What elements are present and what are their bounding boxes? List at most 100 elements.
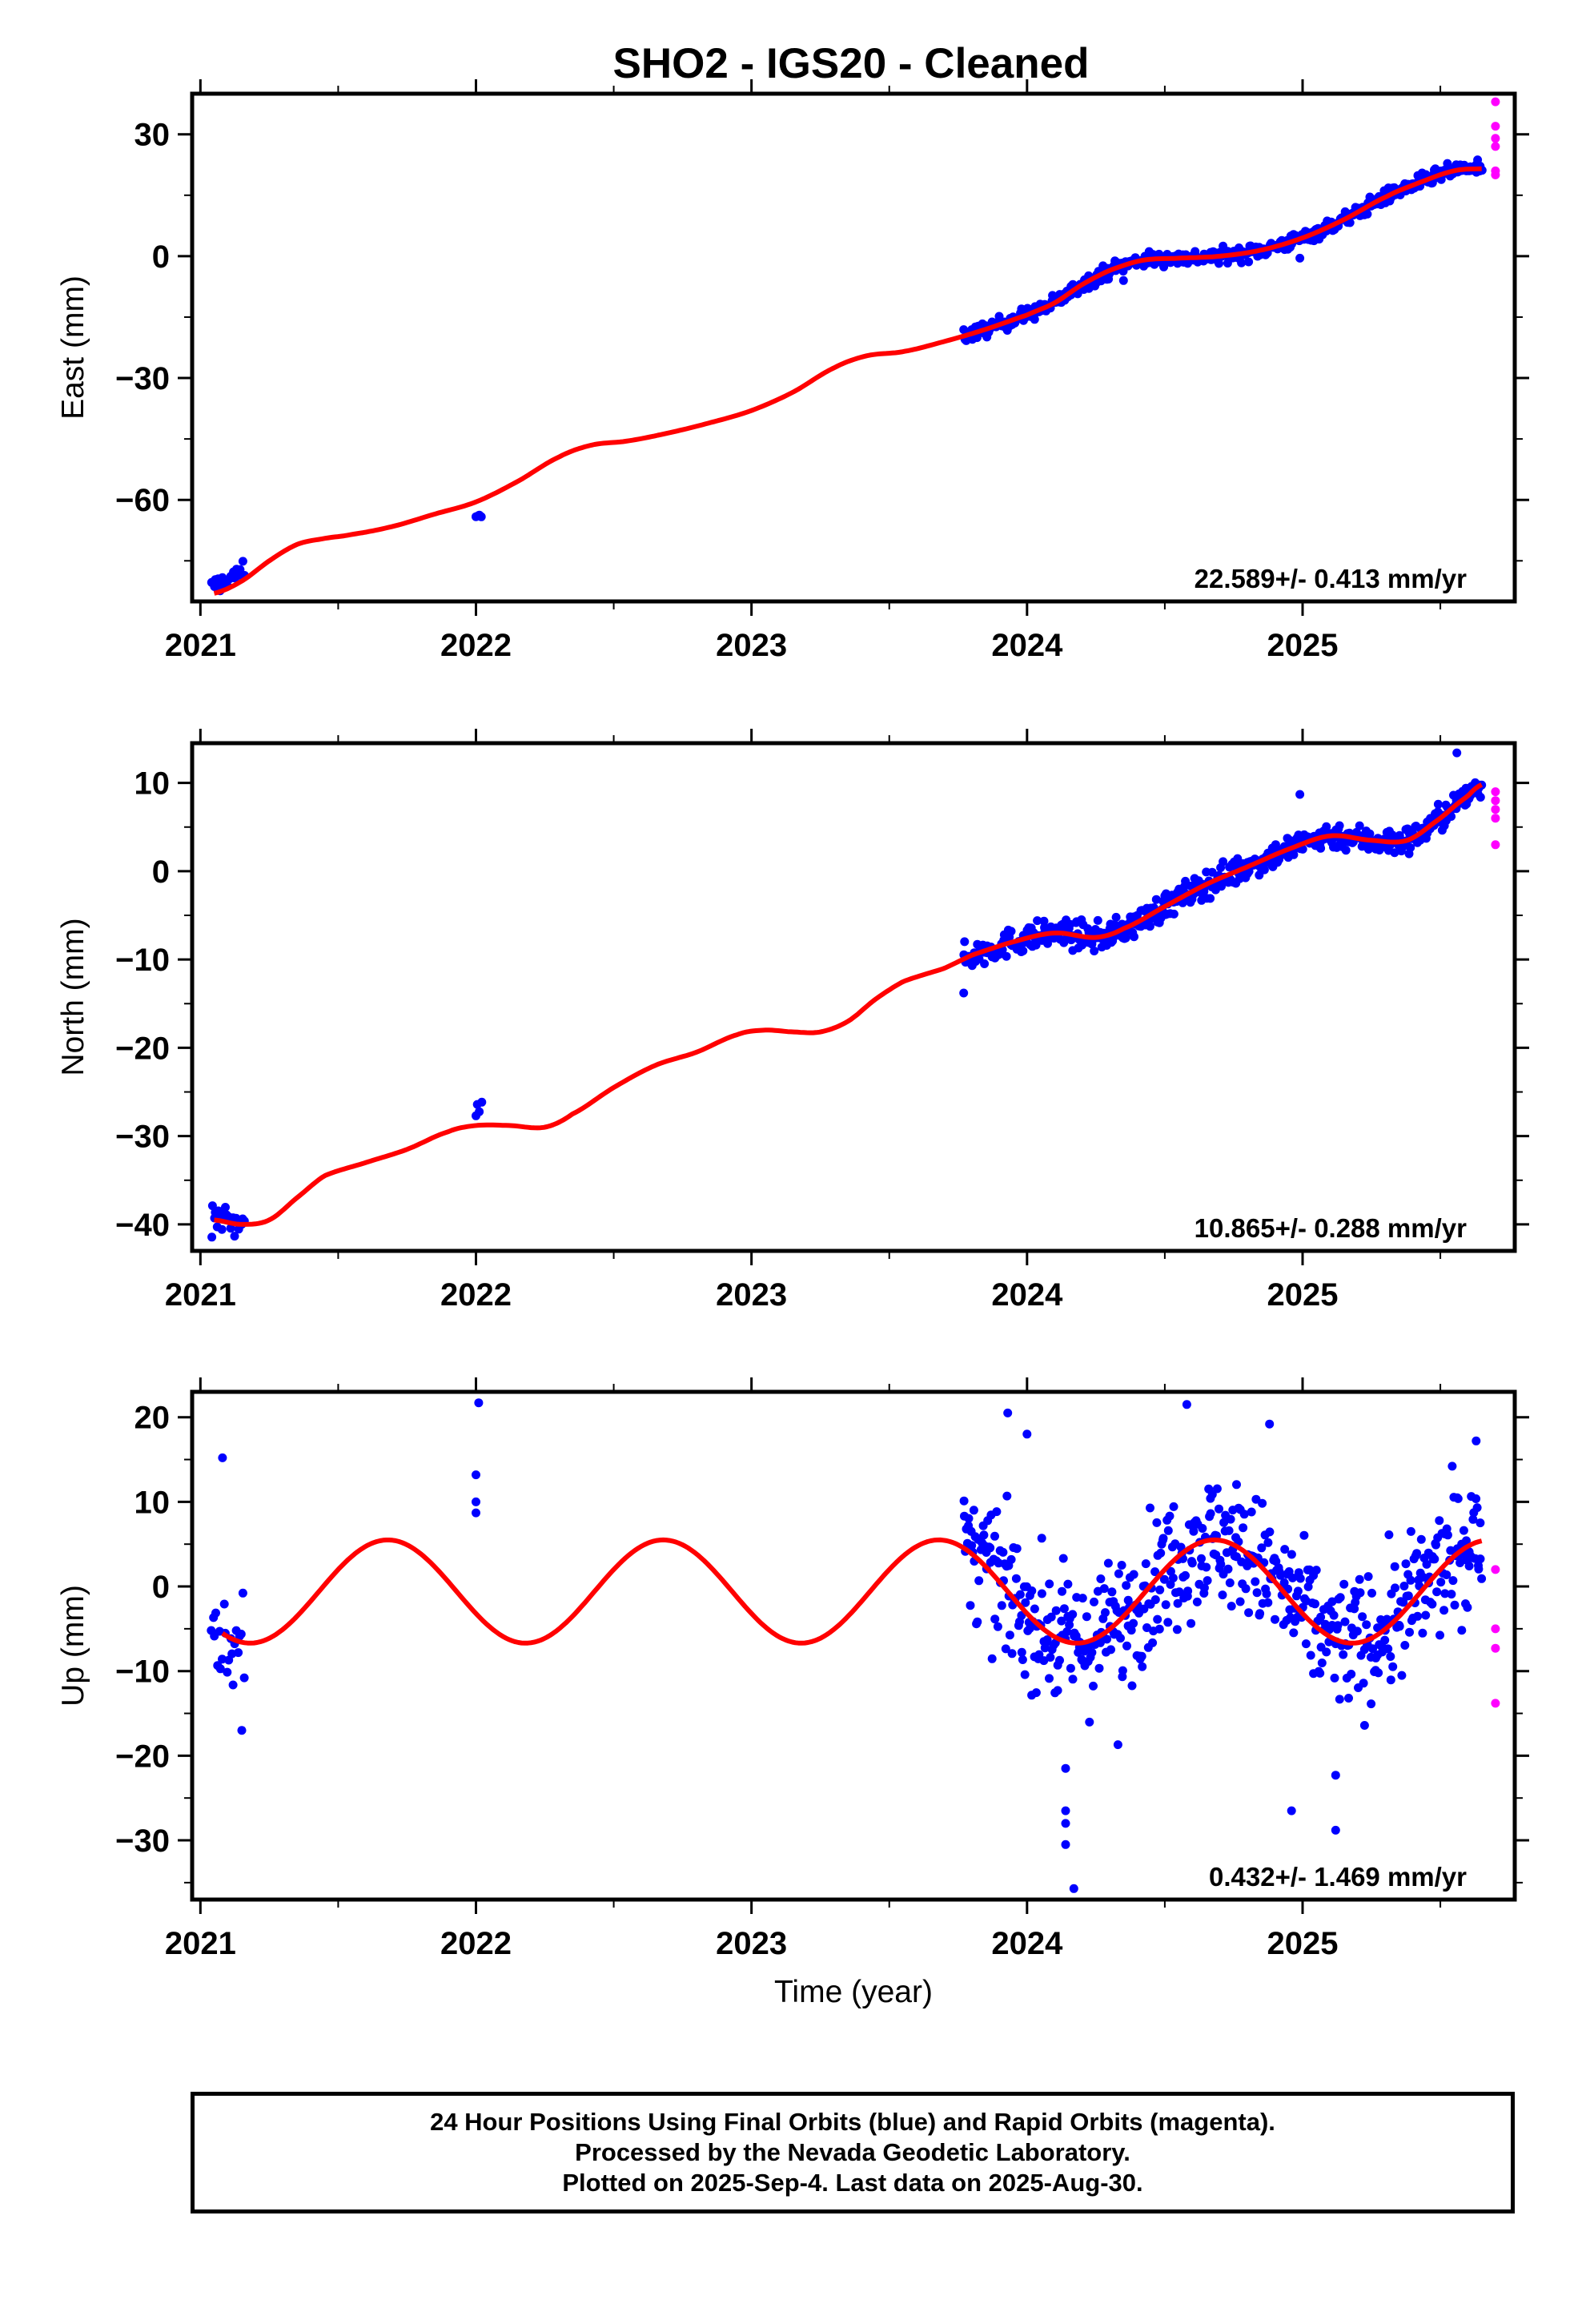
up-final-orbit-point: [1031, 1688, 1041, 1698]
up-final-orbit-point: [1405, 1627, 1414, 1637]
north-final-orbit-point: [1169, 909, 1178, 919]
footer-info-box: 24 Hour Positions Using Final Orbits (bl…: [191, 2092, 1515, 2213]
up-final-orbit-point: [967, 1541, 977, 1550]
up-final-orbit-point: [1172, 1625, 1182, 1634]
up-final-orbit-point: [1340, 1617, 1350, 1626]
up-final-orbit-point: [1384, 1530, 1394, 1539]
east-y-tick-label: −30: [115, 361, 170, 396]
east-rapid-orbit-point: [1491, 170, 1500, 179]
up-final-orbit-point: [1241, 1584, 1251, 1594]
up-final-orbit-point: [1265, 1527, 1275, 1537]
up-final-orbit-point: [1418, 1628, 1427, 1638]
up-final-orbit-point: [1192, 1597, 1202, 1606]
north-fit-curve: [214, 782, 1484, 1227]
up-final-orbit-point: [1287, 1550, 1296, 1559]
north-final-orbit-point: [207, 1232, 217, 1242]
up-final-orbit-point: [1012, 1544, 1022, 1554]
up-y-tick-label: 0: [152, 1570, 170, 1605]
up-final-orbit-point: [1299, 1530, 1309, 1540]
north-data-layer: [207, 748, 1500, 1242]
north-final-orbit-point: [1322, 822, 1331, 831]
north-final-orbit-point: [1452, 748, 1462, 758]
up-final-orbit-point: [1350, 1604, 1359, 1614]
east-y-axis-label: East (mm): [56, 275, 90, 420]
up-final-orbit-point: [1399, 1582, 1409, 1590]
up-final-orbit-point: [1431, 1540, 1440, 1550]
up-final-orbit-point: [1212, 1484, 1222, 1494]
north-final-orbit-points: [207, 748, 1487, 1242]
up-final-orbit-point: [1446, 1546, 1456, 1555]
up-final-orbit-point: [1464, 1562, 1474, 1570]
up-final-orbit-point: [1089, 1681, 1098, 1691]
panels-group: −60 −30 0 30 2021 2022 2023 2024 2025 East (mm) 22…: [56, 79, 1529, 2009]
up-final-orbit-point: [1335, 1593, 1345, 1602]
north-y-axis-label: North (mm): [56, 918, 90, 1076]
up-y-tick-label: 20: [135, 1401, 171, 1436]
up-final-orbit-point: [1427, 1599, 1437, 1609]
up-final-orbit-point: [1362, 1620, 1371, 1630]
up-final-orbit-point: [1463, 1602, 1472, 1612]
up-y-tick-label: 10: [135, 1485, 171, 1520]
up-final-orbit-point: [1078, 1594, 1087, 1603]
up-final-orbit-point: [1225, 1578, 1235, 1587]
north-final-orbit-point: [1355, 821, 1364, 830]
up-final-orbit-point: [1293, 1586, 1303, 1596]
up-final-orbit-point: [1436, 1578, 1446, 1587]
east-data-layer: [207, 97, 1500, 596]
up-panel: −30 −20 −10 0 10 20 2021 2022 2023 2024 2025 Up (mm…: [56, 1377, 1529, 2009]
up-final-orbit-point: [1311, 1566, 1321, 1575]
north-final-orbit-point: [1151, 895, 1161, 904]
east-final-orbit-point: [1118, 275, 1128, 285]
up-final-orbit-point: [1422, 1559, 1431, 1569]
up-final-orbit-point: [1247, 1507, 1256, 1517]
up-final-orbit-point: [1017, 1647, 1026, 1657]
up-final-orbit-point: [1448, 1576, 1458, 1586]
up-final-orbit-point: [1317, 1659, 1327, 1667]
up-final-orbit-point: [1066, 1663, 1075, 1673]
east-x-tick-label: 2024: [991, 628, 1063, 663]
east-velocity-label: 22.589+/- 0.413 mm/yr: [1195, 564, 1467, 593]
up-final-orbit-point: [1339, 1650, 1348, 1659]
east-final-orbit-point: [1237, 258, 1247, 267]
up-final-orbit-point: [1146, 1503, 1154, 1513]
north-final-orbit-point: [959, 988, 969, 998]
up-final-orbit-point: [1477, 1574, 1487, 1583]
up-x-axis-label: Time (year): [774, 1975, 933, 2009]
up-final-orbit-point: [1015, 1590, 1025, 1599]
north-final-orbit-point: [1316, 843, 1326, 853]
up-final-orbit-point: [1453, 1494, 1463, 1503]
up-final-orbit-point: [1355, 1588, 1365, 1598]
north-final-orbit-point: [1433, 799, 1443, 809]
up-final-orbit-point: [1005, 1630, 1014, 1640]
north-final-orbit-point: [1365, 829, 1375, 838]
up-final-orbit-point: [1352, 1626, 1362, 1636]
up-final-orbit-point: [974, 1576, 984, 1586]
up-final-orbit-point: [1330, 1673, 1339, 1683]
up-final-orbit-point: [1061, 1806, 1070, 1815]
north-final-orbit-point: [1090, 947, 1099, 955]
north-x-tick-label: 2022: [440, 1277, 512, 1313]
up-final-orbit-point: [1390, 1562, 1399, 1571]
up-final-orbit-point: [1462, 1536, 1471, 1546]
up-final-orbit-point: [1063, 1579, 1073, 1589]
north-final-orbit-point: [226, 1224, 235, 1233]
up-final-orbit-point: [1018, 1655, 1027, 1664]
north-final-orbit-point: [1406, 843, 1415, 852]
north-final-orbit-point: [1002, 951, 1011, 961]
up-final-orbit-point: [1061, 1839, 1070, 1849]
up-final-orbit-point: [238, 1588, 247, 1598]
up-rapid-orbit-point: [1491, 1565, 1500, 1574]
east-rapid-orbit-point: [1491, 142, 1500, 151]
up-final-orbit-point: [472, 1497, 480, 1506]
east-fit-curve: [213, 166, 1482, 596]
up-x-tick-label: 2024: [991, 1926, 1063, 1961]
up-final-orbit-point: [211, 1608, 220, 1618]
up-final-orbit-point: [1025, 1623, 1034, 1633]
up-final-orbit-point: [1090, 1597, 1098, 1606]
up-final-orbit-point: [1142, 1623, 1151, 1632]
up-final-orbit-point: [1123, 1595, 1133, 1605]
north-rapid-orbit-point: [1491, 814, 1500, 823]
east-y-tick-label: 0: [152, 239, 170, 275]
up-final-orbit-point: [964, 1514, 974, 1523]
up-final-orbit-point: [1186, 1618, 1196, 1628]
